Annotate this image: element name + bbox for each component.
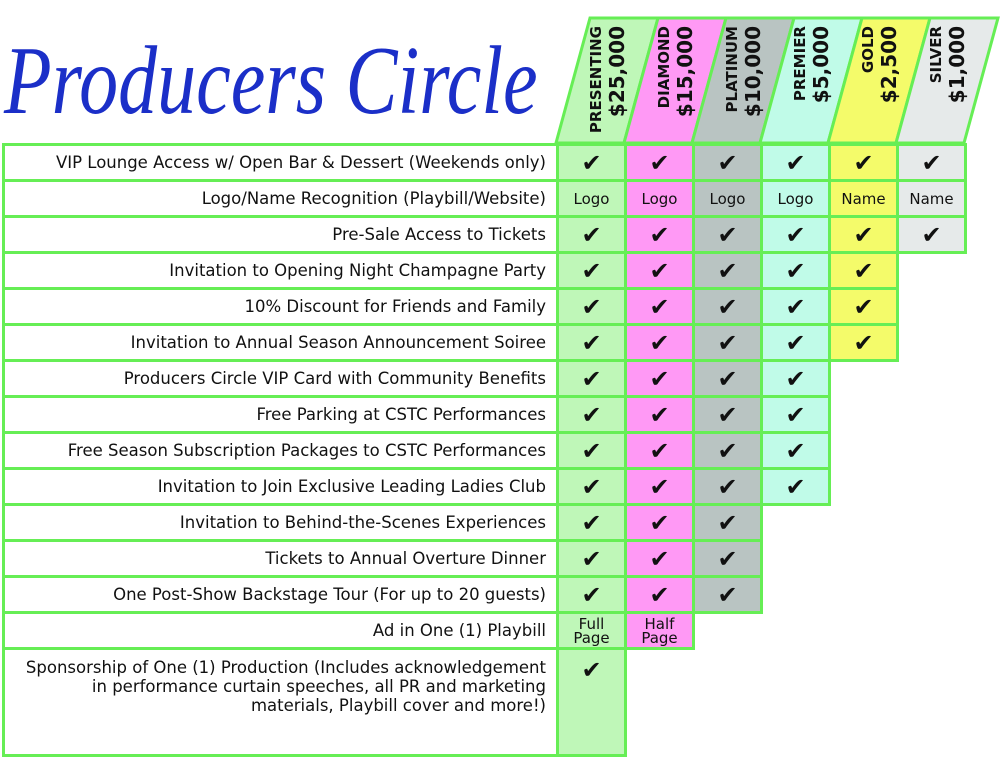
check-icon: ✔ xyxy=(692,359,763,398)
check-icon: ✔ xyxy=(624,287,695,326)
check-icon: ✔ xyxy=(692,143,763,182)
tier-amount: $1,000 xyxy=(945,26,969,103)
check-icon: ✔ xyxy=(828,143,899,182)
check-icon: ✔ xyxy=(828,215,899,254)
check-icon: ✔ xyxy=(556,215,627,254)
check-icon: ✔ xyxy=(624,431,695,470)
check-icon: ✔ xyxy=(692,503,763,542)
benefit-label: VIP Lounge Access w/ Open Bar & Dessert … xyxy=(2,143,559,182)
check-icon: ✔ xyxy=(556,647,627,757)
check-icon: ✔ xyxy=(692,431,763,470)
check-icon: ✔ xyxy=(760,251,831,290)
check-icon: ✔ xyxy=(556,323,627,362)
benefit-label: One Post-Show Backstage Tour (For up to … xyxy=(2,575,559,614)
check-icon: ✔ xyxy=(556,503,627,542)
check-icon: ✔ xyxy=(624,143,695,182)
benefit-value: Full Page xyxy=(556,611,627,650)
check-icon: ✔ xyxy=(556,395,627,434)
check-icon: ✔ xyxy=(828,323,899,362)
check-icon: ✔ xyxy=(692,251,763,290)
check-icon: ✔ xyxy=(760,143,831,182)
benefit-label: 10% Discount for Friends and Family xyxy=(2,287,559,326)
check-icon: ✔ xyxy=(556,467,627,506)
check-icon: ✔ xyxy=(760,215,831,254)
check-icon: ✔ xyxy=(624,395,695,434)
check-icon: ✔ xyxy=(896,143,967,182)
benefit-label: Tickets to Annual Overture Dinner xyxy=(2,539,559,578)
check-icon: ✔ xyxy=(556,359,627,398)
benefit-value: Logo xyxy=(692,179,763,218)
tier-amount: $10,000 xyxy=(741,26,765,117)
check-icon: ✔ xyxy=(624,539,695,578)
tier-amount: $5,000 xyxy=(809,26,833,103)
check-icon: ✔ xyxy=(556,143,627,182)
benefit-label: Invitation to Join Exclusive Leading Lad… xyxy=(2,467,559,506)
benefit-value: Logo xyxy=(760,179,831,218)
check-icon: ✔ xyxy=(624,467,695,506)
check-icon: ✔ xyxy=(624,215,695,254)
tier-amount: $25,000 xyxy=(605,26,629,117)
benefit-label: Free Season Subscription Packages to CST… xyxy=(2,431,559,470)
check-icon: ✔ xyxy=(896,215,967,254)
page-title: Producers Circle xyxy=(4,25,538,134)
check-icon: ✔ xyxy=(624,359,695,398)
benefit-label: Pre-Sale Access to Tickets xyxy=(2,215,559,254)
benefit-value: Name xyxy=(828,179,899,218)
tier-name: GOLD xyxy=(859,26,877,73)
check-icon: ✔ xyxy=(692,323,763,362)
check-icon: ✔ xyxy=(760,395,831,434)
benefit-value: Half Page xyxy=(624,611,695,650)
check-icon: ✔ xyxy=(692,467,763,506)
tier-name: PREMIER xyxy=(791,26,809,102)
benefit-label: Free Parking at CSTC Performances xyxy=(2,395,559,434)
benefit-label: Producers Circle VIP Card with Community… xyxy=(2,359,559,398)
check-icon: ✔ xyxy=(624,323,695,362)
check-icon: ✔ xyxy=(624,575,695,614)
check-icon: ✔ xyxy=(692,215,763,254)
check-icon: ✔ xyxy=(760,323,831,362)
check-icon: ✔ xyxy=(760,287,831,326)
tier-name: SILVER xyxy=(927,26,945,84)
tier-name: PLATINUM xyxy=(723,26,741,112)
check-icon: ✔ xyxy=(556,431,627,470)
check-icon: ✔ xyxy=(624,251,695,290)
check-icon: ✔ xyxy=(692,395,763,434)
tier-name: DIAMOND xyxy=(655,26,673,108)
tier-amount: $2,500 xyxy=(877,26,901,103)
tier-amount: $15,000 xyxy=(673,26,697,117)
check-icon: ✔ xyxy=(624,503,695,542)
check-icon: ✔ xyxy=(692,287,763,326)
check-icon: ✔ xyxy=(556,575,627,614)
benefit-label: Logo/Name Recognition (Playbill/Website) xyxy=(2,179,559,218)
benefit-label: Ad in One (1) Playbill xyxy=(2,611,559,650)
benefit-label: Sponsorship of One (1) Production (Inclu… xyxy=(2,647,559,757)
check-icon: ✔ xyxy=(760,359,831,398)
check-icon: ✔ xyxy=(760,431,831,470)
check-icon: ✔ xyxy=(692,539,763,578)
benefit-value: Logo xyxy=(624,179,695,218)
check-icon: ✔ xyxy=(828,287,899,326)
check-icon: ✔ xyxy=(692,575,763,614)
check-icon: ✔ xyxy=(556,287,627,326)
benefit-label: Invitation to Behind-the-Scenes Experien… xyxy=(2,503,559,542)
tier-name: PRESENTING xyxy=(587,26,605,133)
tier-headers: PRESENTING $25,000 DIAMOND $15,000 PLATINUM $… xyxy=(554,16,1000,145)
benefit-value: Name xyxy=(896,179,967,218)
benefit-label: Invitation to Annual Season Announcement… xyxy=(2,323,559,362)
check-icon: ✔ xyxy=(556,539,627,578)
check-icon: ✔ xyxy=(828,251,899,290)
benefit-value: Logo xyxy=(556,179,627,218)
benefit-label: Invitation to Opening Night Champagne Pa… xyxy=(2,251,559,290)
check-icon: ✔ xyxy=(556,251,627,290)
check-icon: ✔ xyxy=(760,467,831,506)
